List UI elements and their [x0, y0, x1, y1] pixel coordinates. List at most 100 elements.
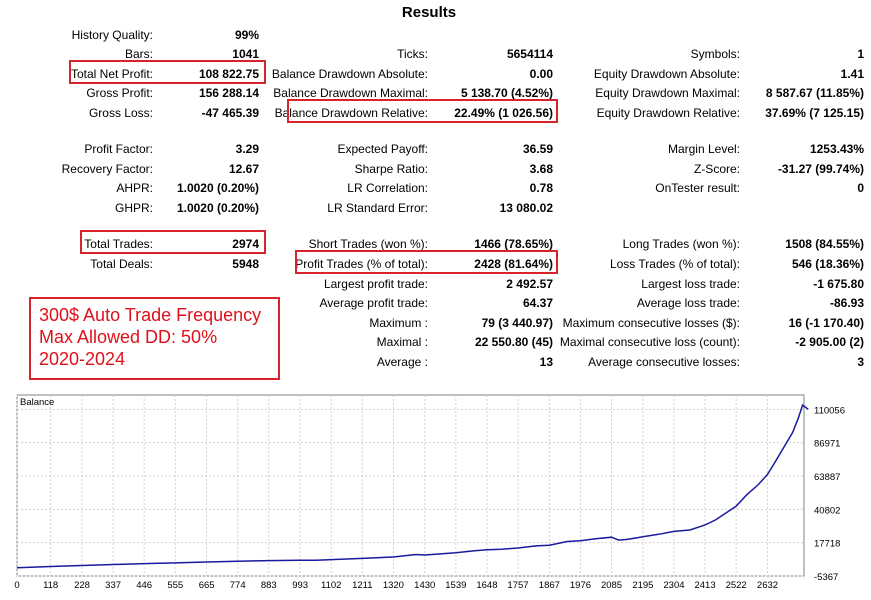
balance-chart: 0 118 228 337 446 555 665 774 883 993 1102 1211 1320…: [14, 394, 845, 591]
note-line-1: 300$ Auto Trade Frequency: [39, 305, 262, 325]
history-quality-label: History Quality:: [71, 28, 153, 42]
gross-profit-label: Gross Profit:: [86, 86, 153, 100]
symbols-label: Symbols:: [690, 47, 740, 61]
x-tick-label: 118: [43, 580, 58, 591]
equity-dd-relative-label: Equity Drawdown Relative:: [596, 106, 740, 120]
maximum-consec-wins-value: 79 (3 440.97): [481, 316, 553, 330]
maximal-consec-loss-value: -2 905.00 (2): [795, 335, 864, 349]
balance-dd-maximal-label: Balance Drawdown Maximal:: [273, 86, 428, 100]
recovery-factor-label: Recovery Factor:: [61, 162, 153, 176]
x-tick-label: 2632: [757, 580, 778, 591]
total-net-profit-value: 108 822.75: [198, 67, 259, 81]
long-trades-value: 1508 (84.55%): [785, 237, 864, 251]
largest-profit-trade-label: Largest profit trade:: [323, 277, 428, 291]
x-tick-label: 1757: [507, 580, 528, 591]
x-tick-label: 337: [105, 580, 121, 591]
profit-trades-value: 2428 (81.64%): [474, 257, 553, 271]
balance-dd-relative-highlight: [287, 99, 558, 123]
history-quality-value: 99%: [234, 28, 259, 42]
y-tick-label: 40802: [814, 505, 840, 516]
x-tick-label: 1320: [383, 580, 404, 591]
bars-label: Bars:: [124, 47, 153, 61]
x-tick-label: 0: [14, 580, 19, 591]
maximal-consec-profit-label: Maximal :: [376, 335, 428, 349]
ghpr-value: 1.0020 (0.20%): [176, 201, 259, 215]
average-consec-losses-value: 3: [857, 355, 864, 369]
largest-profit-trade-value: 2 492.57: [506, 277, 553, 291]
loss-trades-value: 546 (18.36%): [791, 257, 864, 271]
long-trades-label: Long Trades (won %):: [622, 237, 740, 251]
equity-dd-absolute-label: Equity Drawdown Absolute:: [593, 67, 740, 81]
equity-dd-absolute-value: 1.41: [840, 67, 864, 81]
balance-dd-relative-value: 22.49% (1 026.56): [454, 106, 553, 120]
y-tick-label: 17718: [814, 539, 840, 550]
x-tick-label: 1867: [539, 580, 560, 591]
equity-dd-maximal-label: Equity Drawdown Maximal:: [595, 86, 740, 100]
maximal-consec-loss-label: Maximal consecutive loss (count):: [559, 335, 740, 349]
x-tick-label: 2304: [663, 580, 684, 591]
x-tick-label: 228: [74, 580, 90, 591]
recovery-factor-value: 12.67: [228, 162, 259, 176]
chart-title: Balance: [20, 397, 54, 408]
average-consec-wins-value: 13: [539, 355, 553, 369]
largest-loss-trade-value: -1 675.80: [813, 277, 864, 291]
ahpr-label: AHPR:: [116, 181, 153, 195]
x-tick-label: 1211: [352, 580, 372, 591]
loss-trades-label: Loss Trades (% of total):: [609, 257, 740, 271]
y-tick-label: 110056: [814, 405, 845, 416]
profit-factor-label: Profit Factor:: [84, 142, 153, 156]
symbols-value: 1: [857, 47, 864, 61]
x-tick-label: 774: [230, 580, 246, 591]
gross-loss-value: -47 465.39: [201, 106, 259, 120]
x-tick-label: 2085: [601, 580, 622, 591]
ahpr-value: 1.0020 (0.20%): [176, 181, 259, 195]
ticks-value: 5654114: [506, 47, 553, 61]
x-tick-label: 555: [167, 580, 183, 591]
lr-correlation-label: LR Correlation:: [347, 181, 428, 195]
x-tick-label: 1430: [414, 580, 435, 591]
average-profit-trade-value: 64.37: [522, 296, 553, 310]
margin-level-value: 1253.43%: [809, 142, 864, 156]
x-tick-label: 1976: [570, 580, 591, 591]
x-tick-label: 993: [292, 580, 308, 591]
note-line-2: Max Allowed DD: 50%: [39, 327, 218, 347]
ontester-result-value: 0: [857, 181, 864, 195]
y-tick-label: 63887: [814, 472, 840, 483]
balance-line: [16, 403, 809, 569]
balance-dd-absolute-label: Balance Drawdown Absolute:: [271, 67, 428, 81]
balance-dd-maximal-value: 5 138.70 (4.52%): [460, 86, 553, 100]
total-net-profit-label: Total Net Profit:: [70, 67, 153, 81]
sharpe-ratio-value: 3.68: [529, 162, 553, 176]
average-profit-trade-label: Average profit trade:: [319, 296, 428, 310]
gross-profit-value: 156 288.14: [198, 86, 259, 100]
short-trades-value: 1466 (78.65%): [474, 237, 553, 251]
total-trades-value: 2974: [232, 237, 259, 251]
profit-trades-highlight: [295, 250, 558, 274]
ontester-result-label: OnTester result:: [655, 181, 740, 195]
short-trades-label: Short Trades (won %):: [308, 237, 428, 251]
balance-dd-relative-label: Balance Drawdown Relative:: [274, 106, 428, 120]
x-tick-label: 2413: [694, 580, 715, 591]
x-tick-label: 665: [199, 580, 215, 591]
chart-plot-area: [16, 394, 805, 577]
expected-payoff-value: 36.59: [522, 142, 553, 156]
strategy-note-box: 300$ Auto Trade Frequency Max Allowed DD…: [29, 297, 280, 380]
total-deals-label: Total Deals:: [90, 257, 153, 271]
average-loss-trade-label: Average loss trade:: [636, 296, 740, 310]
z-score-value: -31.27 (99.74%): [777, 162, 864, 176]
equity-dd-relative-value: 37.69% (7 125.15): [765, 106, 864, 120]
x-tick-label: 1648: [476, 580, 497, 591]
max-consec-losses-value: 16 (-1 170.40): [788, 316, 864, 330]
results-title: Results: [401, 4, 457, 21]
largest-loss-trade-label: Largest loss trade:: [641, 277, 740, 291]
average-consec-wins-label: Average :: [376, 355, 428, 369]
maximal-consec-profit-value: 22 550.80 (45): [474, 335, 553, 349]
note-line-3: 2020-2024: [39, 349, 126, 369]
ghpr-label: GHPR:: [114, 201, 153, 215]
y-tick-label: 86971: [814, 439, 840, 450]
x-tick-label: 883: [261, 580, 277, 591]
x-tick-label: 446: [136, 580, 152, 591]
average-loss-trade-value: -86.93: [829, 296, 864, 310]
balance-dd-absolute-value: 0.00: [529, 67, 553, 81]
x-tick-label: 2522: [726, 580, 747, 591]
